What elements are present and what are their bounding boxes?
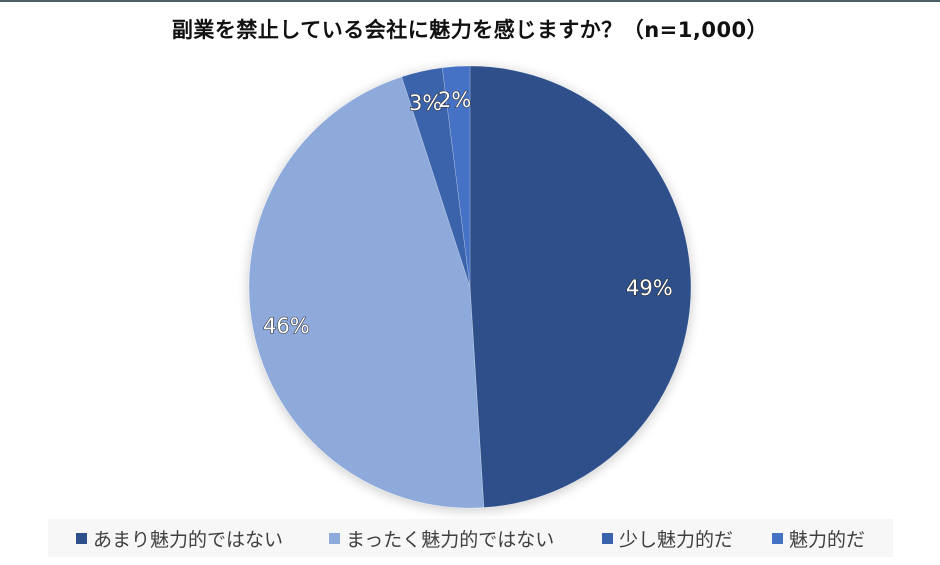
data-label-slice-3: 2% (438, 88, 471, 112)
legend-label-2: 少し魅力的だ (619, 528, 734, 551)
pie-slice-1 (248, 76, 485, 509)
data-label-slice-2: 3% (409, 91, 442, 115)
legend-label-0: あまり魅力的ではない (93, 528, 284, 551)
legend-item-0: あまり魅力的ではない (76, 519, 283, 557)
legend-label-3: 魅力的だ (789, 528, 866, 551)
pie-labels: 49% 46% 3% 2% (262, 87, 673, 338)
pie-slice-3 (441, 65, 471, 288)
top-border (0, 0, 940, 2)
legend-swatch-3 (772, 532, 783, 544)
legend-item-2: 少し魅力的だ (602, 519, 733, 557)
legend-item-3: 魅力的だ (772, 519, 865, 557)
legend-swatch-0 (76, 532, 87, 544)
chart-title: 副業を禁止している会社に魅力を感じますか？（n=1,000） (171, 18, 769, 42)
legend-swatch-2 (602, 532, 613, 544)
data-label-slice-0: 49% (626, 276, 673, 300)
legend-swatch-1 (329, 532, 340, 544)
pie-slice-0 (469, 65, 692, 508)
data-label-slice-1: 46% (263, 314, 310, 338)
legend-label-1: まったく魅力的ではない (346, 528, 555, 551)
pie-slices (248, 65, 692, 509)
legend-item-1: まったく魅力的ではない (329, 519, 554, 557)
chart-legend: あまり魅力的ではない まったく魅力的ではない 少し魅力的だ 魅力的だ (48, 519, 893, 557)
